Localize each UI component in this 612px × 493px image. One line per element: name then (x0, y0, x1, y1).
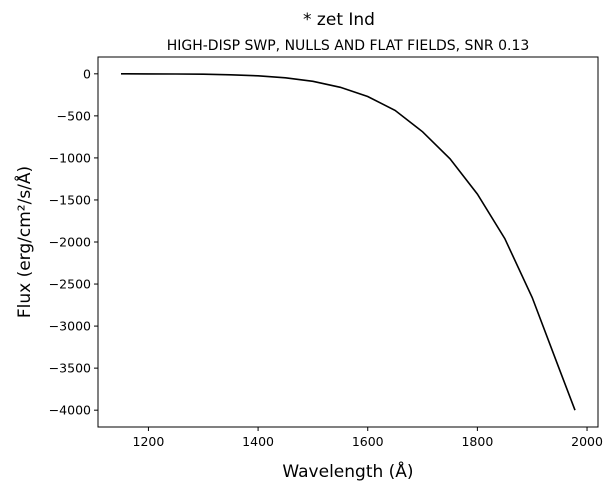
x-axis-ticks: 1200 1400 1600 1800 2000 (133, 427, 603, 449)
x-axis-label: Wavelength (Å) (282, 460, 413, 482)
y-tick-label: 0 (83, 66, 91, 81)
x-tick-label: 1400 (242, 434, 274, 449)
x-tick-label: 1600 (352, 434, 384, 449)
y-axis-ticks: 0 −500 −1000 −1500 −2000 −2500 −3000 −3500 −4000 (49, 66, 98, 418)
flux-series-line (120, 73, 576, 411)
y-tick-label: −1500 (49, 192, 91, 207)
y-axis-label: Flux (erg/cm²/s/Å) (13, 166, 35, 318)
chart-subtitle: HIGH-DISP SWP, NULLS AND FLAT FIELDS, SN… (167, 38, 530, 54)
y-tick-label: −500 (57, 108, 91, 123)
y-tick-label: −1000 (49, 150, 91, 165)
y-tick-label: −3000 (49, 319, 91, 334)
x-tick-label: 1200 (133, 434, 165, 449)
y-tick-label: −2500 (49, 277, 91, 292)
y-tick-label: −4000 (49, 403, 91, 418)
y-tick-label: −2000 (49, 235, 91, 250)
plot-frame (97, 56, 599, 428)
chart-title: * zet Ind (303, 10, 375, 30)
x-tick-label: 2000 (571, 434, 603, 449)
y-tick-label: −3500 (49, 361, 91, 376)
x-tick-label: 1800 (461, 434, 493, 449)
